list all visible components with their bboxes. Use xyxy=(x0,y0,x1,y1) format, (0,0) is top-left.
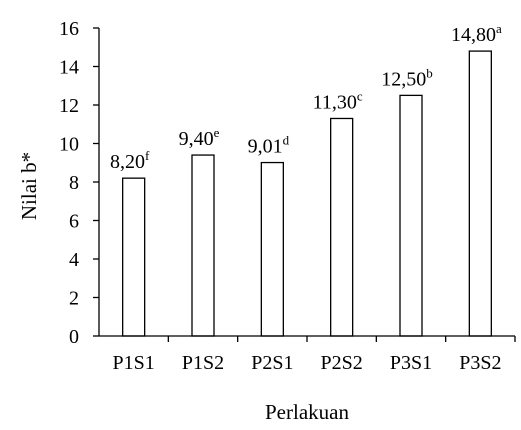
data-label-value: 11,30 xyxy=(313,91,357,113)
y-tick-label: 6 xyxy=(69,211,79,233)
data-label: 11,30c xyxy=(313,88,363,113)
data-label-value: 8,20 xyxy=(110,151,145,173)
data-label: 8,20f xyxy=(110,148,150,173)
y-axis-ticks: 0 2 4 6 8 10 12 14 16 xyxy=(59,18,99,348)
significance-letter: f xyxy=(145,148,150,163)
data-label-value: 9,40 xyxy=(179,128,214,150)
x-tick-label: P3S1 xyxy=(390,352,432,374)
y-tick-label: 12 xyxy=(59,95,79,117)
significance-letter: b xyxy=(426,65,433,80)
bar-p1s2 xyxy=(191,154,215,337)
y-tick-label: 2 xyxy=(69,288,79,310)
data-label: 12,50b xyxy=(381,65,433,90)
y-tick-label: 8 xyxy=(69,172,79,194)
data-labels: 8,20f 9,40e 9,01d 11,30c 12,50b 14,80a xyxy=(110,21,502,173)
x-tick-label: P2S2 xyxy=(321,352,363,374)
y-tick-label: 4 xyxy=(69,249,79,271)
data-label: 14,80a xyxy=(451,21,502,46)
data-label: 9,01d xyxy=(248,133,290,158)
x-tick-label: P1S2 xyxy=(182,352,224,374)
bar-p2s1 xyxy=(260,161,284,337)
significance-letter: c xyxy=(357,88,363,103)
x-tick-label: P3S2 xyxy=(459,352,501,374)
significance-letter: e xyxy=(214,125,220,140)
y-tick-label: 14 xyxy=(59,57,79,79)
bar-p3s1 xyxy=(399,94,423,337)
data-label-value: 12,50 xyxy=(381,68,426,90)
data-label: 9,40e xyxy=(179,125,220,150)
data-label-value: 14,80 xyxy=(451,24,496,46)
bar-p3s2 xyxy=(468,50,492,337)
y-tick-label: 0 xyxy=(69,326,79,348)
x-axis-title: Perlakuan xyxy=(265,400,349,424)
significance-letter: a xyxy=(496,21,502,36)
y-axis-title: Nilai b* xyxy=(17,152,41,220)
significance-letter: d xyxy=(283,133,290,148)
x-tick-label: P1S1 xyxy=(113,352,155,374)
y-tick-label: 16 xyxy=(59,18,79,40)
bars xyxy=(122,50,492,337)
bar-p2s2 xyxy=(330,117,354,337)
data-label-value: 9,01 xyxy=(248,136,283,158)
x-axis-ticks: P1S1 P1S2 P2S1 P2S2 P3S1 P3S2 xyxy=(113,336,516,374)
y-tick-label: 10 xyxy=(59,134,79,156)
bar-p1s1 xyxy=(122,177,146,337)
x-tick-label: P2S1 xyxy=(251,352,293,374)
